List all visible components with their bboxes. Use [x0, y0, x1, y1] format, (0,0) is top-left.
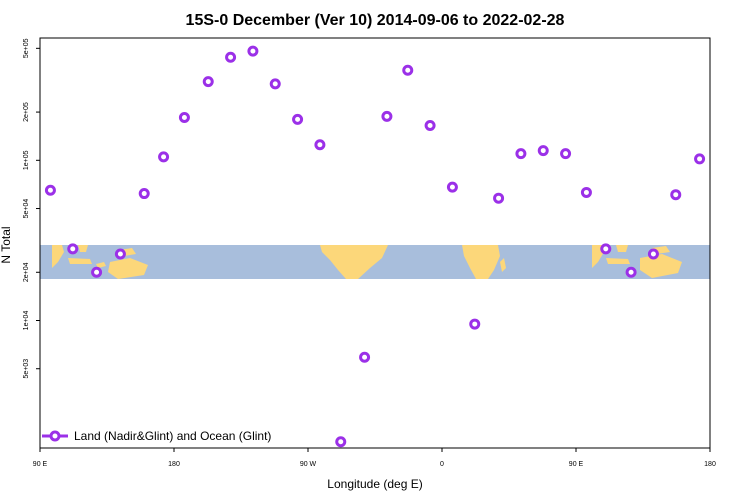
y-tick-label: 5e+05 [23, 38, 30, 58]
legend-marker [49, 430, 61, 442]
data-point [670, 189, 682, 201]
data-point [424, 119, 436, 131]
data-point [225, 51, 237, 63]
y-tick-label: 5e+04 [23, 199, 30, 219]
y-tick-label: 1e+05 [23, 150, 30, 170]
land-shape-island [96, 262, 106, 268]
data-point [67, 243, 79, 255]
x-tick-label: 90 E [33, 461, 48, 468]
data-point [247, 45, 259, 57]
data-point [335, 436, 347, 448]
data-point [694, 153, 706, 165]
land-shape-borneo [78, 245, 88, 252]
y-tick-label: 5e+03 [23, 359, 30, 379]
land-shape-sumatra [52, 245, 64, 268]
data-point [202, 76, 214, 88]
y-tick-label: 2e+05 [23, 102, 30, 122]
data-point [647, 248, 659, 260]
legend-label: Land (Nadir&Glint) and Ocean (Glint) [74, 429, 271, 443]
data-point [493, 192, 505, 204]
data-point [178, 112, 190, 124]
data-point [359, 351, 371, 363]
x-axis: 90 E 180 90 W 0 90 E 180 [33, 448, 716, 468]
data-point [292, 113, 304, 125]
data-point [625, 266, 637, 278]
x-tick-label: 180 [704, 461, 716, 468]
y-tick-label: 1e+04 [23, 311, 30, 331]
data-point [446, 181, 458, 193]
land-shape-java-2 [606, 258, 630, 264]
data-point [381, 110, 393, 122]
data-point [580, 186, 592, 198]
land-shape-south-america [320, 245, 388, 279]
x-tick-label: 90 W [300, 461, 317, 468]
y-axis-label: N Total [0, 226, 13, 263]
data-points [44, 45, 706, 448]
legend: Land (Nadir&Glint) and Ocean (Glint) [42, 429, 271, 443]
data-point [114, 248, 126, 260]
data-point [469, 318, 481, 330]
land-shape-africa [462, 245, 500, 279]
land-shape-java [68, 258, 92, 264]
x-axis-label: Longitude (deg E) [327, 477, 422, 491]
x-tick-label: 180 [168, 461, 180, 468]
land-shape-australia-2 [640, 254, 682, 278]
data-point [158, 151, 170, 163]
data-point [91, 266, 103, 278]
data-point [269, 78, 281, 90]
data-point [44, 184, 56, 196]
y-axis: 5e+03 1e+04 2e+04 5e+04 1e+05 2e+05 5e+05 [23, 38, 40, 379]
chart-title: 15S-0 December (Ver 10) 2014-09-06 to 20… [186, 12, 565, 29]
land-shape-australia [108, 258, 148, 279]
data-point [600, 243, 612, 255]
map-background [40, 245, 710, 279]
data-point [560, 148, 572, 160]
data-point [515, 148, 527, 160]
y-tick-label: 2e+04 [23, 262, 30, 282]
x-tick-label: 90 E [569, 461, 584, 468]
land-shape-borneo-2 [616, 245, 628, 252]
data-point [314, 139, 326, 151]
data-point [537, 145, 549, 157]
data-point [138, 188, 150, 200]
data-point [402, 64, 414, 76]
x-tick-label: 0 [440, 461, 444, 468]
plot-frame [39, 37, 711, 449]
land-shape-madagascar [500, 258, 506, 272]
